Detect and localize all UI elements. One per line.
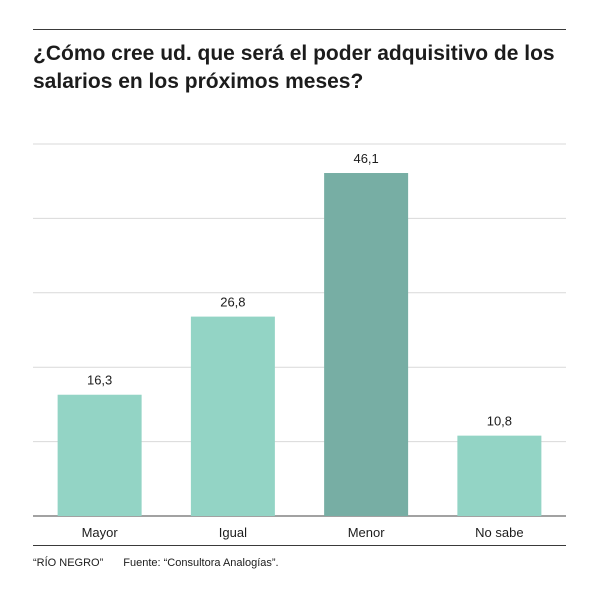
bar-igual	[190, 316, 275, 516]
credit-text: “RÍO NEGRO”	[33, 557, 104, 569]
value-labels: 16,3 26,8 46,1 10,8	[87, 151, 512, 429]
category-label: Menor	[348, 525, 386, 540]
bar-no-sabe	[457, 435, 542, 516]
bar-menor	[324, 173, 409, 517]
bottom-rule	[33, 545, 566, 546]
chart-title: ¿Cómo cree ud. que será el poder adquisi…	[33, 42, 555, 93]
category-labels: Mayor Igual Menor No sabe	[82, 525, 524, 540]
category-label: Mayor	[82, 525, 119, 540]
footer: “RÍO NEGRO” Fuente: “Consultora Analogías…	[33, 557, 279, 569]
value-label: 46,1	[353, 151, 378, 166]
source-text: Fuente: “Consultora Analogías”.	[123, 557, 279, 569]
bars	[57, 173, 542, 517]
category-label: No sabe	[475, 525, 523, 540]
value-label: 26,8	[220, 295, 245, 310]
value-label: 16,3	[87, 373, 112, 388]
bar-mayor	[57, 394, 142, 516]
top-rule	[33, 29, 566, 30]
category-label: Igual	[219, 525, 247, 540]
value-label: 10,8	[487, 414, 512, 429]
